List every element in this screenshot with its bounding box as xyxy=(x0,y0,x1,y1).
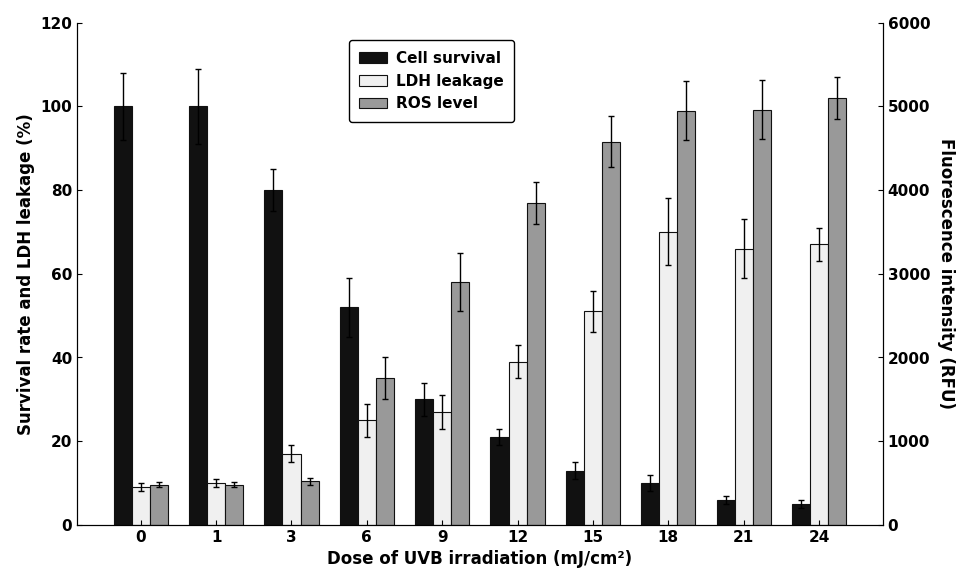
Legend: Cell survival, LDH leakage, ROS level: Cell survival, LDH leakage, ROS level xyxy=(349,40,514,122)
Bar xyxy=(434,412,451,525)
X-axis label: Dose of UVB irradiation (mJ/cm²): Dose of UVB irradiation (mJ/cm²) xyxy=(328,550,633,569)
Bar xyxy=(339,307,358,525)
Bar xyxy=(584,311,602,525)
Bar xyxy=(566,470,584,525)
Bar xyxy=(226,485,243,525)
Bar xyxy=(358,420,376,525)
Bar xyxy=(189,106,207,525)
Bar xyxy=(642,483,659,525)
Bar xyxy=(527,202,544,525)
Y-axis label: Survival rate and LDH leakage (%): Survival rate and LDH leakage (%) xyxy=(17,113,35,435)
Bar xyxy=(716,500,735,525)
Bar xyxy=(207,483,226,525)
Bar xyxy=(602,142,620,525)
Bar xyxy=(508,362,527,525)
Bar xyxy=(283,454,300,525)
Bar xyxy=(659,232,677,525)
Y-axis label: Fluorescence intensity (RFU): Fluorescence intensity (RFU) xyxy=(937,138,955,410)
Bar xyxy=(150,485,168,525)
Bar xyxy=(376,378,394,525)
Bar xyxy=(735,249,752,525)
Bar xyxy=(828,98,847,525)
Bar xyxy=(131,487,150,525)
Bar xyxy=(300,481,319,525)
Bar xyxy=(264,190,283,525)
Bar xyxy=(451,282,469,525)
Bar xyxy=(491,437,508,525)
Bar xyxy=(677,111,696,525)
Bar xyxy=(415,400,434,525)
Bar xyxy=(114,106,131,525)
Bar xyxy=(792,504,810,525)
Bar xyxy=(752,110,771,525)
Bar xyxy=(810,245,828,525)
